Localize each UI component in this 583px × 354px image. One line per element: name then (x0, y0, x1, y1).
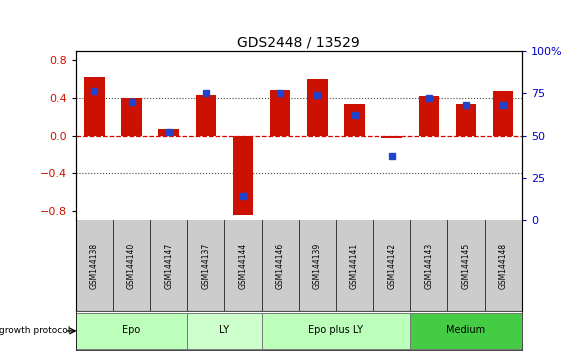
Bar (76, 313, 187, 348)
Text: growth protocol: growth protocol (0, 326, 70, 336)
Text: LY: LY (219, 325, 230, 335)
Bar (493, 91, 514, 136)
Text: GSM144148: GSM144148 (498, 243, 508, 289)
Bar (307, 79, 328, 136)
Text: Medium: Medium (447, 325, 486, 335)
Text: GSM144141: GSM144141 (350, 243, 359, 289)
Bar (410, 313, 522, 348)
Bar (187, 313, 262, 348)
Bar (419, 96, 439, 136)
Bar (84, 77, 104, 136)
Bar (159, 129, 179, 136)
Bar (196, 95, 216, 136)
Title: GDS2448 / 13529: GDS2448 / 13529 (237, 36, 360, 50)
Bar (121, 98, 142, 136)
Text: GSM144138: GSM144138 (90, 243, 99, 289)
Text: GSM144146: GSM144146 (276, 242, 285, 289)
Text: GSM144145: GSM144145 (462, 242, 470, 289)
Text: Epo plus LY: Epo plus LY (308, 325, 363, 335)
Text: GSM144147: GSM144147 (164, 242, 173, 289)
Bar (381, 136, 402, 138)
Bar (270, 90, 290, 136)
Text: GSM144137: GSM144137 (201, 242, 210, 289)
Text: GSM144139: GSM144139 (313, 242, 322, 289)
Text: Epo: Epo (122, 325, 141, 335)
Bar (345, 104, 365, 136)
Text: GSM144143: GSM144143 (424, 242, 433, 289)
Text: GSM144144: GSM144144 (238, 242, 248, 289)
Bar (233, 136, 253, 216)
Bar (456, 104, 476, 136)
Bar (262, 313, 410, 348)
Text: GSM144140: GSM144140 (127, 242, 136, 289)
Text: GSM144142: GSM144142 (387, 243, 396, 289)
